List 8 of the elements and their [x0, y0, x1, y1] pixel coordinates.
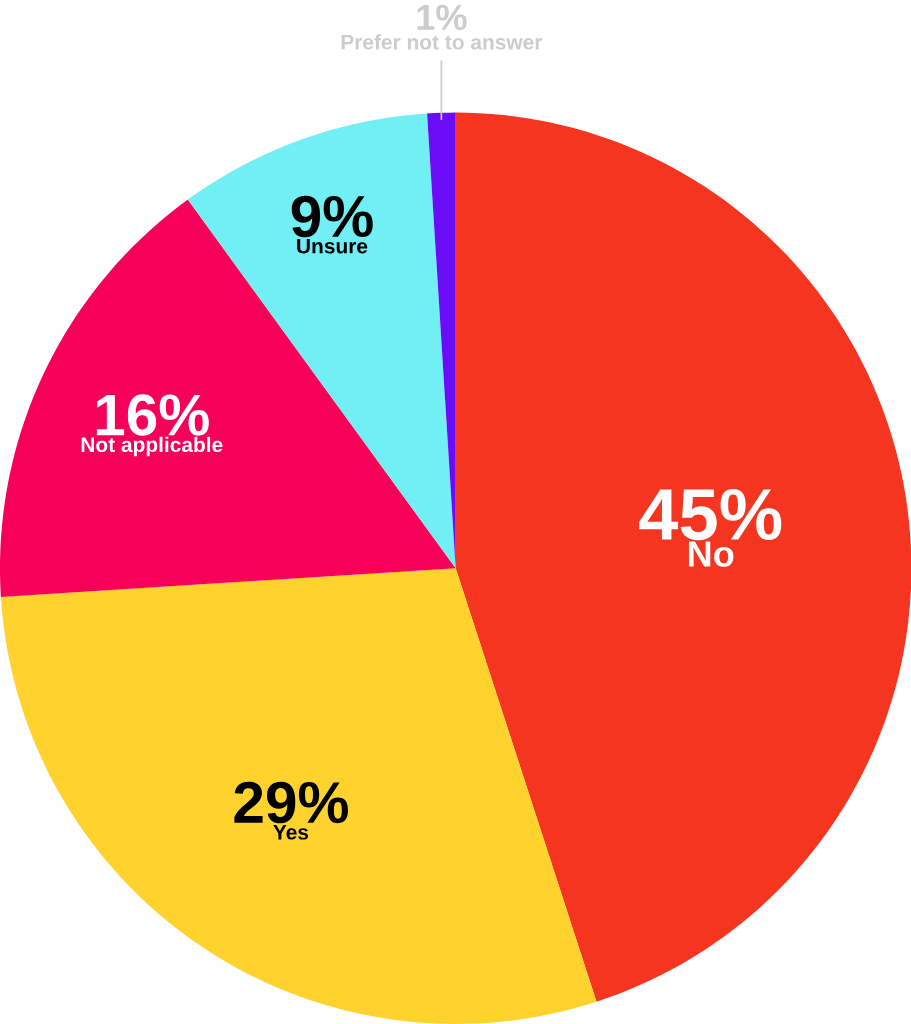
- slice-label: Unsure: [297, 238, 368, 254]
- data-label: 16%: [96, 394, 209, 436]
- slice-label: Not applicable: [81, 436, 223, 457]
- data-label: 45%: [639, 488, 782, 541]
- data-label: 9%: [291, 195, 373, 238]
- slice-label: No: [688, 541, 734, 567]
- slice-label: Yes: [273, 825, 308, 840]
- data-label: 29%: [234, 781, 348, 824]
